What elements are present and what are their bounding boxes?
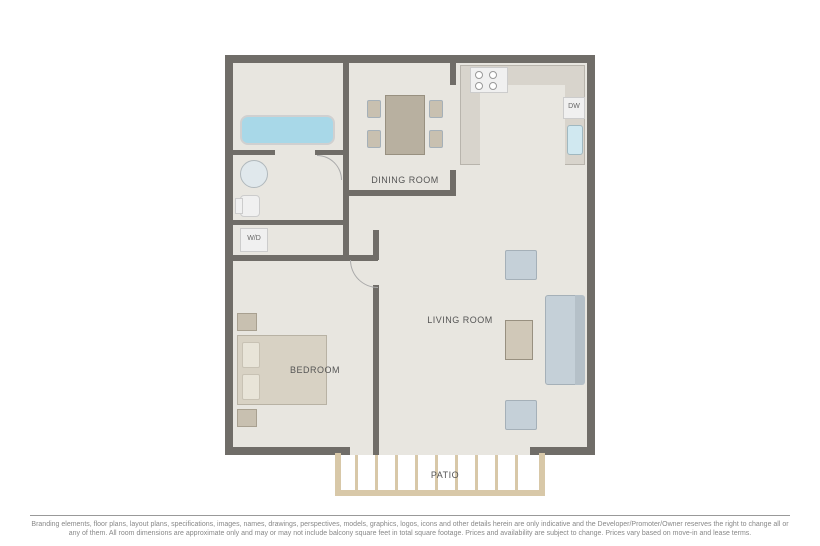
bathtub [240, 115, 335, 145]
patio-baluster [375, 455, 378, 491]
dining-chair-1 [367, 100, 381, 118]
sofa-back [575, 295, 585, 385]
nightstand-1 [237, 313, 257, 331]
bath-sink [240, 160, 268, 188]
coffee-table [505, 320, 533, 360]
diningroom-label: DINING ROOM [365, 175, 445, 185]
armchair-1 [505, 250, 537, 280]
patio-baluster [495, 455, 498, 491]
wall-left [225, 55, 233, 455]
bedroom-label: BEDROOM [280, 365, 350, 375]
wall-bath-right [343, 55, 349, 260]
patio-rail-bottom [335, 490, 545, 496]
wall-closet-r [373, 230, 379, 260]
dining-chair-2 [367, 130, 381, 148]
stove [470, 67, 508, 93]
wall-bedroom-right [373, 285, 379, 455]
patio-rail-right [539, 453, 545, 493]
disclaimer-text: Branding elements, floor plans, layout p… [30, 515, 790, 538]
wall-right [587, 55, 595, 455]
wall-kitchen-left [450, 55, 456, 85]
floorplan-container: W/D DW BEDROOM LIVING ROOM DI [225, 55, 605, 505]
armchair-2 [505, 400, 537, 430]
patio-baluster [475, 455, 478, 491]
wall-bath-mid [225, 150, 275, 155]
wall-dining-bottom [343, 190, 456, 196]
livingroom-label: LIVING ROOM [415, 315, 505, 325]
patio-baluster [395, 455, 398, 491]
kitchen-sink [567, 125, 583, 155]
wd-label: W/D [241, 235, 267, 242]
dining-chair-4 [429, 130, 443, 148]
patio-baluster [515, 455, 518, 491]
toilet [240, 195, 260, 217]
dining-table [385, 95, 425, 155]
patio-label: PATIO [420, 470, 470, 480]
kitchen-counter-inner [480, 85, 565, 165]
patio-baluster [355, 455, 358, 491]
dw-label: DW [563, 103, 585, 110]
patio-rail-left [335, 453, 341, 493]
wall-top [225, 55, 595, 63]
wall-bath-bottom [233, 220, 348, 225]
wall-bottom-left [225, 447, 350, 455]
toilet-tank [235, 198, 243, 214]
dining-chair-3 [429, 100, 443, 118]
nightstand-2 [237, 409, 257, 427]
patio-baluster [415, 455, 418, 491]
